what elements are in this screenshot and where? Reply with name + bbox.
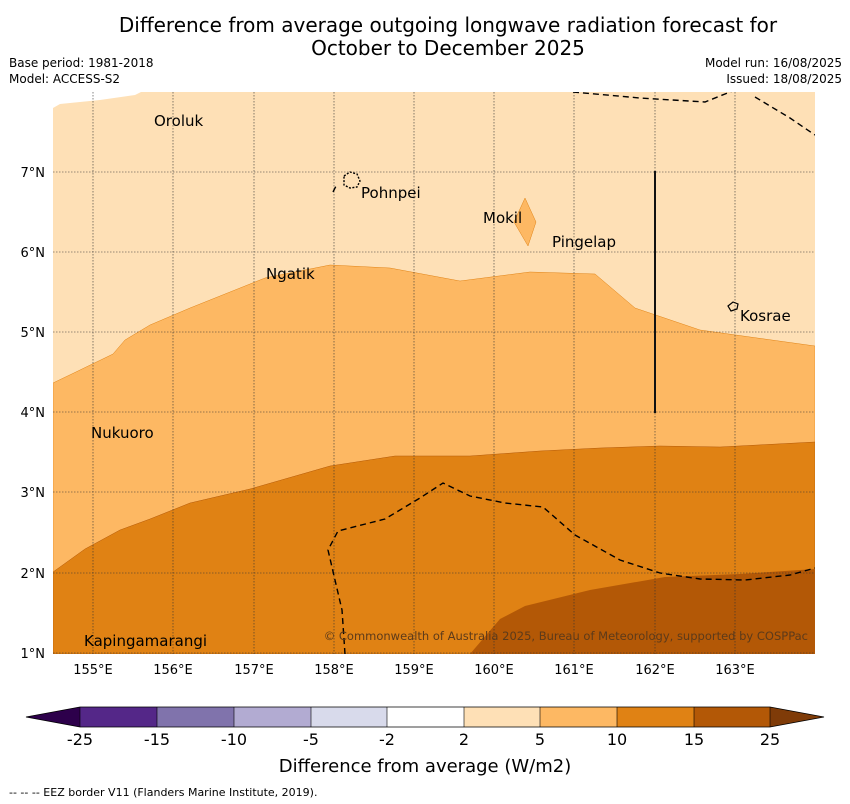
meta-left: Base period: 1981-2018 Model: ACCESS-S2: [9, 55, 154, 87]
y-tick-6: 1°N: [21, 647, 46, 662]
x-tick-6: 161°E: [554, 663, 594, 678]
map-credit: © Commonwealth of Australia 2025, Bureau…: [324, 629, 808, 643]
y-tick-4: 3°N: [21, 486, 46, 501]
chart-title: Difference from average outgoing longwav…: [60, 14, 836, 60]
meta-right: Model run: 16/08/2025 Issued: 18/08/2025: [705, 55, 842, 87]
band-15-to-25: [470, 569, 815, 654]
x-tick-1: 156°E: [153, 663, 193, 678]
eez-border-south: [327, 482, 815, 654]
kosrae-island-outline: [727, 301, 739, 312]
y-tick-1: 6°N: [21, 246, 46, 261]
eez-border-pohnpei: [332, 185, 337, 193]
colorbar-tick-labels: -25 -15 -10 -5 -2 2 5 10 15 25: [67, 730, 780, 749]
place-kapingamarangi: Kapingamarangi: [84, 632, 207, 650]
colorbar-tick-1: -15: [144, 730, 170, 749]
colorbar-tick-5: 2: [459, 730, 469, 749]
place-kosrae: Kosrae: [740, 307, 791, 325]
place-labels: Oroluk Pohnpei Mokil Pingelap Ngatik Kos…: [84, 112, 791, 650]
colorbar-tick-0: -25: [67, 730, 93, 749]
x-tick-0: 155°E: [73, 663, 113, 678]
colorbar-swatch-6: [540, 707, 617, 727]
y-tick-labels: 7°N 6°N 5°N 4°N 3°N 2°N 1°N: [21, 166, 46, 662]
colorbar-over-arrow: [770, 707, 824, 727]
issued-label: Issued: 18/08/2025: [726, 72, 842, 86]
x-tick-2: 157°E: [234, 663, 274, 678]
x-tick-labels: 155°E 156°E 157°E 158°E 159°E 160°E 161°E 162°E…: [73, 663, 755, 678]
colorbar-tick-4: -2: [379, 730, 395, 749]
eez-legend-note: -- -- -- EEZ border V11 (Flanders Marine…: [9, 786, 318, 799]
place-mokil: Mokil: [483, 209, 522, 227]
colorbar-swatch-3: [311, 707, 387, 727]
colorbar-swatch-1: [157, 707, 234, 727]
x-tick-7: 162°E: [635, 663, 675, 678]
y-tick-3: 4°N: [21, 406, 46, 421]
place-pingelap: Pingelap: [552, 233, 616, 251]
y-tick-0: 7°N: [21, 166, 46, 181]
place-ngatik: Ngatik: [266, 265, 315, 283]
place-pohnpei: Pohnpei: [361, 184, 421, 202]
y-tick-5: 2°N: [21, 567, 46, 582]
x-tick-5: 160°E: [474, 663, 514, 678]
pohnpei-island-outline: [343, 171, 361, 189]
colorbar-label: Difference from average (W/m2): [278, 756, 572, 777]
colorbar-tick-9: 25: [760, 730, 780, 749]
base-period-label: Base period: 1981-2018: [9, 56, 154, 70]
colorbar-tick-7: 10: [607, 730, 627, 749]
colorbar-swatch-0: [80, 707, 157, 727]
model-run-label: Model run: 16/08/2025: [704, 56, 842, 70]
y-tick-2: 5°N: [21, 326, 46, 341]
place-nukuoro: Nukuoro: [91, 424, 154, 442]
title-line-1: Difference from average outgoing longwav…: [118, 13, 778, 37]
title-line-2: October to December 2025: [311, 36, 585, 60]
map-area: [53, 92, 815, 654]
colorbar-tick-3: -5: [303, 730, 319, 749]
colorbar-tick-8: 15: [684, 730, 704, 749]
colorbar-swatch-4: [387, 707, 464, 727]
colorbar-tick-6: 5: [535, 730, 545, 749]
colorbar-swatch-2: [234, 707, 311, 727]
eez-border-north: [572, 92, 815, 136]
colorbar-tick-2: -10: [221, 730, 247, 749]
graticule: [53, 92, 815, 654]
band-5-to-10-wedge: [513, 197, 537, 247]
colorbar-swatch-8: [694, 707, 770, 727]
x-tick-3: 158°E: [314, 663, 354, 678]
x-tick-4: 159°E: [394, 663, 434, 678]
colorbar: [25, 706, 825, 728]
place-oroluk: Oroluk: [154, 112, 203, 130]
colorbar-under-arrow: [26, 707, 80, 727]
model-label: Model: ACCESS-S2: [9, 72, 121, 86]
colorbar-swatch-7: [617, 707, 694, 727]
x-tick-8: 163°E: [715, 663, 755, 678]
colorbar-swatch-5: [464, 707, 540, 727]
eez-borders: [327, 92, 815, 654]
